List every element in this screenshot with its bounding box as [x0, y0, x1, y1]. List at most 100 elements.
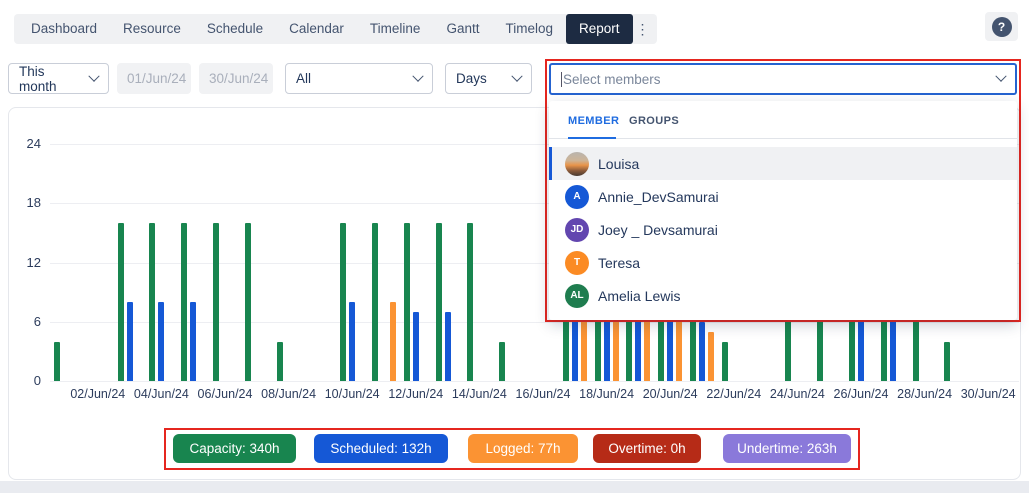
avatar-joey: JD [565, 217, 589, 242]
legend-overtime-button[interactable]: Overtime: 0h [593, 434, 701, 463]
bar-scheduled-day10 [349, 302, 356, 381]
bar-scheduled-day13 [444, 311, 451, 381]
x-axis-tick-label: 22/Jun/24 [706, 387, 762, 401]
tab-calendar[interactable]: Calendar [289, 21, 344, 36]
x-axis-tick-label: 14/Jun/24 [451, 387, 507, 401]
start-date-field: 01/Jun/24 [117, 63, 191, 94]
x-axis-tick-label: 04/Jun/24 [133, 387, 189, 401]
bar-capacity-day22 [721, 341, 728, 381]
chart-gridline [50, 203, 1019, 205]
x-axis-tick-label: 24/Jun/24 [769, 387, 825, 401]
chart-gridline [50, 321, 1019, 323]
more-menu-icon[interactable]: ⋮ [635, 21, 650, 37]
scope-select[interactable]: All [285, 63, 433, 94]
chevron-down-icon [511, 70, 523, 82]
bar-scheduled-day21 [699, 321, 705, 381]
avatar-teresa: T [565, 250, 589, 275]
tab-timeline[interactable]: Timeline [369, 21, 421, 36]
tab-member[interactable]: MEMBER [568, 115, 620, 127]
scope-select-value: All [296, 71, 312, 86]
tab-timelog[interactable]: Timelog [505, 21, 553, 36]
chart-gridline [50, 144, 1019, 145]
member-row-joey[interactable]: JD Joey _ Devsamurai [549, 213, 1017, 246]
select-members-input[interactable]: Select members [549, 63, 1017, 95]
legend-undertime-button[interactable]: Undertime: 263h [723, 434, 851, 463]
member-name: Louisa [598, 155, 640, 172]
y-axis-tick-label: 18 [26, 195, 41, 211]
bar-capacity-day8 [276, 341, 283, 381]
chart-gridline [50, 381, 1019, 382]
bar-capacity-day5 [181, 223, 188, 381]
members-dropdown-panel: MEMBER GROUPS Louisa A Annie_DevSamurai … [549, 101, 1017, 320]
bar-scheduled-day26 [858, 302, 864, 381]
select-members-placeholder: Select members [561, 71, 661, 87]
x-axis-tick-label: 08/Jun/24 [261, 387, 317, 401]
bar-capacity-day14 [467, 223, 474, 381]
period-select[interactable]: This month [8, 63, 109, 94]
y-axis-tick-label: 24 [26, 136, 41, 151]
bar-capacity-day6 [213, 223, 219, 381]
x-axis-tick-label: 26/Jun/24 [833, 387, 889, 401]
tab-schedule[interactable]: Schedule [206, 21, 264, 36]
bar-capacity-day7 [244, 223, 251, 381]
x-axis-tick-label: 16/Jun/24 [515, 387, 571, 401]
start-date-value: 01/Jun/24 [127, 71, 187, 86]
module-tab-bar: Dashboard Resource Schedule Calendar Tim… [14, 14, 657, 44]
bar-capacity-day15 [499, 341, 506, 381]
end-date-value: 30/Jun/24 [209, 71, 269, 86]
row-focus-bar [549, 147, 552, 180]
tab-gantt[interactable]: Gantt [446, 21, 480, 36]
member-row-amelia[interactable]: AL Amelia Lewis [549, 279, 1017, 312]
legend-logged-button[interactable]: Logged: 77h [468, 434, 578, 463]
y-axis-tick-label: 12 [26, 254, 41, 270]
avatar-annie: A [565, 184, 589, 209]
bar-capacity-day1 [54, 341, 60, 381]
bar-logged-day11 [390, 302, 396, 381]
x-axis-tick-label: 06/Jun/24 [197, 387, 253, 401]
member-name: Amelia Lewis [598, 287, 681, 304]
granularity-select[interactable]: Days [445, 63, 532, 94]
x-axis-tick-label: 18/Jun/24 [579, 387, 635, 401]
bar-scheduled-day27 [889, 302, 896, 381]
member-row-louisa[interactable]: Louisa [549, 147, 1017, 180]
bar-capacity-day10 [340, 223, 347, 381]
x-axis-tick-label: 02/Jun/24 [70, 387, 126, 401]
bar-capacity-day3 [117, 223, 124, 381]
help-button[interactable]: ? [985, 12, 1018, 41]
end-date-field: 30/Jun/24 [199, 63, 273, 94]
chevron-down-icon [88, 70, 100, 82]
member-name: Joey _ Devsamurai [598, 221, 718, 238]
page-bottom-edge [0, 481, 1029, 493]
member-name: Teresa [598, 254, 641, 271]
chevron-down-icon [412, 70, 424, 82]
avatar-louisa [565, 151, 589, 176]
legend-annotation-box [164, 428, 860, 470]
y-axis-tick-label: 0 [33, 373, 41, 388]
granularity-select-value: Days [456, 71, 487, 86]
members-annotation-box [545, 59, 1021, 322]
x-axis-tick-label: 30/Jun/24 [960, 387, 1016, 401]
tab-resource[interactable]: Resource [123, 21, 181, 36]
member-name: Annie_DevSamurai [598, 188, 719, 205]
bar-capacity-day13 [435, 223, 442, 381]
period-select-value: This month [19, 63, 57, 94]
bar-capacity-day12 [403, 223, 410, 381]
bar-scheduled-day3 [126, 302, 133, 381]
bar-scheduled-day5 [190, 302, 197, 381]
tab-dashboard[interactable]: Dashboard [31, 21, 98, 36]
x-axis-tick-label: 10/Jun/24 [324, 387, 380, 401]
legend-capacity-button[interactable]: Capacity: 340h [173, 434, 296, 463]
x-axis-tick-label: 12/Jun/24 [388, 387, 444, 401]
member-row-annie[interactable]: A Annie_DevSamurai [549, 180, 1017, 213]
tab-groups[interactable]: GROUPS [629, 115, 680, 127]
question-icon: ? [991, 16, 1012, 37]
members-panel-tabs: MEMBER GROUPS [549, 111, 1017, 139]
chart-gridline [50, 262, 1019, 264]
member-row-teresa[interactable]: T Teresa [549, 246, 1017, 279]
avatar-amelia: AL [565, 283, 589, 308]
legend-scheduled-button[interactable]: Scheduled: 132h [314, 434, 448, 463]
bar-scheduled-day4 [158, 302, 165, 381]
tab-report[interactable]: Report [565, 14, 633, 44]
x-axis-tick-label: 20/Jun/24 [642, 387, 698, 401]
